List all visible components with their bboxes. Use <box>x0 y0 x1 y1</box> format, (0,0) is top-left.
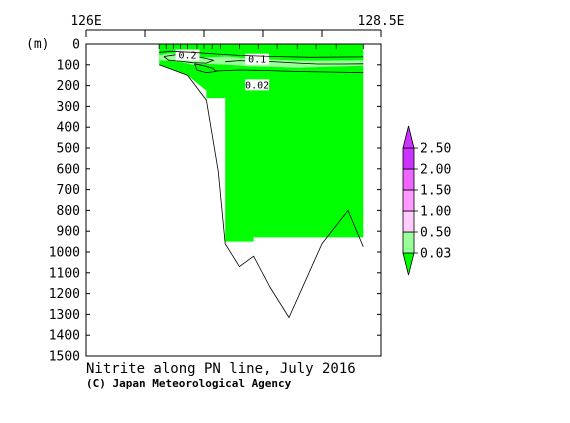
colorbar-segment-4 <box>402 147 415 170</box>
bottom-profile-line <box>159 64 364 319</box>
y-tick-label-9: 900 <box>57 225 80 240</box>
y-tick-label-11: 1100 <box>49 266 80 281</box>
contour-label-2: 0.1 <box>248 55 266 66</box>
y-tick-label-4: 400 <box>57 121 80 136</box>
y-tick-label-3: 300 <box>57 100 80 115</box>
contour-label-bg-2 <box>245 53 270 65</box>
y-tick-label-14: 1400 <box>49 329 80 344</box>
y-tick-label-2: 200 <box>57 79 80 94</box>
colorbar-segment-1 <box>402 210 415 233</box>
colorbar-lower-extend <box>402 252 415 276</box>
y-tick-label-1: 100 <box>57 58 80 73</box>
axes: 126E 128.5E 0 100 200 300 400 500 600 700 800 900 10… <box>26 14 404 365</box>
colorbar-label-5: 2.50 <box>420 142 451 157</box>
y-tick-label-0: 0 <box>72 38 80 53</box>
contour-line-1 <box>194 63 217 74</box>
contour-line-3 <box>159 50 364 58</box>
colorbar-segment-2 <box>402 189 415 212</box>
y-axis-unit: (m) <box>26 37 49 52</box>
y-tick-label-7: 700 <box>57 183 80 198</box>
filled-region-0 <box>159 44 364 242</box>
top-axis-label-1: 128.5E <box>358 14 405 29</box>
colorbar-label-2: 1.00 <box>420 205 451 220</box>
plot-frame <box>85 43 382 357</box>
top-axis-label-0: 126E <box>70 14 101 29</box>
contour-line-4 <box>215 69 364 74</box>
colorbar-segment-0 <box>402 231 415 254</box>
contour-label-bg-4 <box>245 79 270 91</box>
y-tick-label-15: 1500 <box>49 350 80 365</box>
contour-label-bg-0 <box>175 49 200 61</box>
colorbar-label-3: 1.50 <box>420 184 451 199</box>
y-tick-label-12: 1200 <box>49 287 80 302</box>
y-tick-label-6: 600 <box>57 162 80 177</box>
y-tick-label-5: 500 <box>57 142 80 157</box>
chart-credit: (C) Japan Meteorological Agency <box>86 377 292 390</box>
colorbar-upper-extend <box>402 125 415 149</box>
contour-label-4: 0.02 <box>245 80 269 91</box>
y-tick-label-13: 1300 <box>49 308 80 323</box>
chart-title: Nitrite along PN line, July 2016 <box>86 361 356 377</box>
y-tick-label-8: 800 <box>57 204 80 219</box>
contour-line-2 <box>225 60 364 65</box>
colorbar-label-1: 0.50 <box>420 226 451 241</box>
colorbar-segment-3 <box>402 168 415 191</box>
colorbar: 0.03 0.50 1.00 1.50 2.00 2.50 <box>402 125 451 276</box>
plot-area: 0.2 0.1 0.02 <box>158 44 364 319</box>
y-tick-label-10: 1000 <box>49 246 80 261</box>
contour-label-0: 0.2 <box>178 51 196 62</box>
colorbar-label-0: 0.03 <box>420 247 451 262</box>
colorbar-label-4: 2.00 <box>420 163 451 178</box>
